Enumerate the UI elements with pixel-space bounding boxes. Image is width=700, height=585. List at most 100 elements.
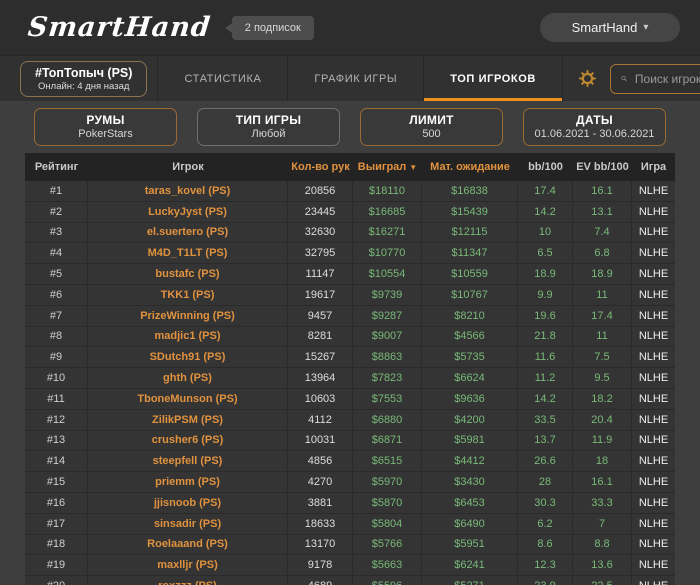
bb100-cell: 21.8: [518, 326, 573, 347]
ev-won-cell: $6241: [422, 555, 518, 576]
filter-game-type-label: ТИП ИГРЫ: [235, 113, 302, 127]
hands-cell: 10031: [288, 430, 353, 451]
table-row: #2 LuckyJyst (PS) 23445 $16685 $15439 14…: [25, 201, 675, 223]
table-row: #9 SDutch91 (PS) 15267 $8863 $5735 11.6 …: [25, 347, 675, 369]
player-link[interactable]: TboneMunson (PS): [88, 388, 288, 409]
ev-bb100-cell: 11: [573, 326, 632, 347]
filter-rooms-value: PokerStars: [78, 128, 133, 140]
player-search-box[interactable]: [609, 63, 700, 94]
player-link[interactable]: madjic1 (PS): [88, 326, 288, 347]
table-row: #3 el.suertero (PS) 32630 $16271 $12115 …: [25, 222, 675, 244]
filter-rooms[interactable]: РУМЫ PokerStars: [34, 108, 177, 146]
game-cell: NLHE: [638, 309, 669, 322]
ev-bb100-cell: 8.8: [573, 534, 632, 555]
player-link[interactable]: SDutch91 (PS): [88, 347, 288, 368]
player-link[interactable]: crusher6 (PS): [88, 430, 288, 451]
player-link[interactable]: M4D_T1LT (PS): [88, 243, 288, 264]
subscriptions-badge[interactable]: 2 подписок: [224, 15, 314, 40]
filter-dates-label: ДАТЫ: [576, 113, 613, 127]
player-link[interactable]: Roelaaand (PS): [88, 534, 288, 555]
player-link[interactable]: priemm (PS): [88, 472, 288, 492]
filter-dates[interactable]: ДАТЫ 01.06.2021 - 30.06.2021: [523, 108, 666, 146]
player-link[interactable]: steepfell (PS): [88, 451, 288, 472]
hands-cell: 10603: [288, 388, 353, 409]
hands-cell: 18633: [288, 513, 353, 534]
rank-cell: #10: [25, 368, 88, 388]
ev-bb100-cell: 20.4: [573, 409, 632, 430]
bb100-cell: 6.5: [518, 243, 573, 264]
tab-statistics[interactable]: СТАТИСТИКА: [158, 56, 289, 101]
tab-game-graph[interactable]: ГРАФИК ИГРЫ: [288, 56, 425, 101]
won-cell: $9007: [353, 326, 422, 347]
won-cell: $5870: [353, 492, 422, 513]
hands-cell: 32630: [288, 222, 353, 243]
ev-won-cell: $5981: [422, 430, 518, 451]
filter-game-type[interactable]: ТИП ИГРЫ Любой: [197, 108, 340, 146]
ev-won-cell: $10559: [422, 264, 518, 284]
current-player-status: Онлайн: 4 дня назад: [38, 80, 130, 92]
filter-limit[interactable]: ЛИМИТ 500: [360, 108, 503, 146]
table-row: #7 PrizeWinning (PS) 9457 $9287 $8210 19…: [25, 305, 675, 327]
player-link[interactable]: el.suertero (PS): [88, 222, 288, 243]
ev-won-cell: $6453: [422, 492, 518, 513]
table-row: #16 jjisnoob (PS) 3881 $5870 $6453 30.3 …: [25, 492, 675, 514]
col-header-won[interactable]: Выиграл ▼: [357, 161, 418, 173]
game-cell: NLHE: [638, 455, 669, 468]
player-link[interactable]: roxzzz (PS): [88, 576, 288, 585]
hands-cell: 20856: [288, 181, 353, 201]
player-link[interactable]: TKK1 (PS): [88, 284, 288, 305]
hands-cell: 11147: [288, 264, 353, 284]
game-cell: NLHE: [638, 184, 669, 197]
gear-icon: [579, 70, 596, 87]
bb100-cell: 12.3: [518, 555, 573, 576]
account-menu-button[interactable]: SmartHand ▾: [540, 13, 680, 42]
table-row: #5 bustafc (PS) 11147 $10554 $10559 18.9…: [25, 264, 675, 285]
ev-won-cell: $5951: [422, 534, 518, 555]
won-cell: $16685: [353, 201, 422, 222]
player-link[interactable]: maxlljr (PS): [88, 555, 288, 576]
ev-won-cell: $5271: [422, 576, 518, 585]
player-link[interactable]: jjisnoob (PS): [88, 492, 288, 513]
col-header-hands[interactable]: Кол-во рук: [291, 161, 350, 173]
won-cell: $5596: [353, 576, 422, 585]
rank-cell: #1: [25, 181, 88, 201]
player-link[interactable]: taras_kovel (PS): [88, 181, 288, 201]
hands-cell: 9178: [288, 555, 353, 576]
won-cell: $9739: [353, 284, 422, 305]
table-row: #19 maxlljr (PS) 9178 $5663 $6241 12.3 1…: [25, 555, 675, 577]
player-link[interactable]: ZilikPSM (PS): [88, 409, 288, 430]
bb100-cell: 18.9: [518, 264, 573, 284]
current-player-tab[interactable]: #ТопТопыч (PS) Онлайн: 4 дня назад: [20, 60, 148, 97]
game-cell: NLHE: [638, 413, 669, 426]
won-cell: $5766: [353, 534, 422, 555]
player-link[interactable]: ghth (PS): [88, 368, 288, 388]
settings-button[interactable]: [563, 56, 610, 101]
player-link[interactable]: LuckyJyst (PS): [88, 201, 288, 222]
sort-desc-icon: ▼: [409, 163, 418, 172]
filter-limit-value: 500: [422, 128, 441, 140]
player-link[interactable]: PrizeWinning (PS): [88, 305, 288, 326]
ev-bb100-cell: 18.9: [573, 264, 632, 284]
bb100-cell: 11.2: [518, 368, 573, 388]
tab-top-players[interactable]: ТОП ИГРОКОВ: [424, 56, 563, 101]
game-cell: NLHE: [638, 517, 669, 530]
hands-cell: 23445: [288, 201, 353, 222]
table-body: #1 taras_kovel (PS) 20856 $18110 $16838 …: [25, 181, 675, 585]
player-link[interactable]: sinsadir (PS): [88, 513, 288, 534]
filter-dates-value: 01.06.2021 - 30.06.2021: [534, 128, 655, 140]
ev-bb100-cell: 9.5: [573, 368, 632, 388]
col-header-ev-won[interactable]: Мат. ожидание: [430, 161, 510, 173]
ev-bb100-cell: 7: [573, 513, 632, 534]
current-player-name: #ТопТопыч (PS): [35, 65, 133, 80]
player-search-input[interactable]: [634, 71, 700, 86]
bb100-cell: 10: [518, 222, 573, 243]
table-row: #13 crusher6 (PS) 10031 $6871 $5981 13.7…: [25, 430, 675, 452]
ev-won-cell: $6490: [422, 513, 518, 534]
won-cell: $8863: [353, 347, 422, 368]
bb100-cell: 9.9: [518, 284, 573, 305]
table-row: #18 Roelaaand (PS) 13170 $5766 $5951 8.6…: [25, 534, 675, 556]
won-cell: $10770: [353, 243, 422, 264]
hands-cell: 32795: [288, 243, 353, 264]
game-cell: NLHE: [638, 247, 669, 260]
player-link[interactable]: bustafc (PS): [88, 264, 288, 284]
